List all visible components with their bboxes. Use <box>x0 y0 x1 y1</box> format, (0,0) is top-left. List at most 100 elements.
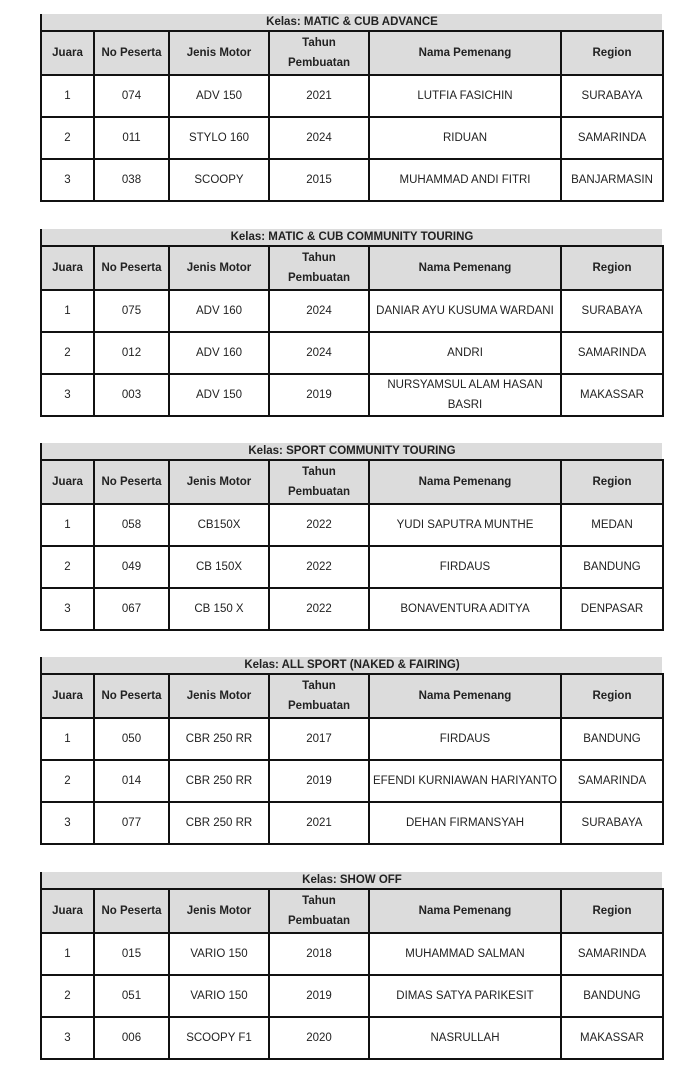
table-cell: BANDUNG <box>560 974 664 1018</box>
table-cell: 2021 <box>268 801 370 845</box>
table-cell: SAMARINDA <box>560 759 664 803</box>
table-cell: YUDI SAPUTRA MUNTHE <box>368 503 562 547</box>
table-cell: 1 <box>40 74 95 118</box>
table-cell: 2017 <box>268 717 370 761</box>
column-header: Jenis Motor <box>168 245 270 291</box>
table-cell: ADV 150 <box>168 373 270 417</box>
table-cell: FIRDAUS <box>368 545 562 589</box>
column-header: Jenis Motor <box>168 459 270 505</box>
class-title: Kelas: MATIC & CUB COMMUNITY TOURING <box>40 229 662 245</box>
table-cell: SURABAYA <box>560 74 664 118</box>
table-cell: MAKASSAR <box>560 373 664 417</box>
table-cell: 015 <box>93 932 170 976</box>
table-cell: 3 <box>40 587 95 631</box>
column-header: No Peserta <box>93 245 170 291</box>
column-header: Nama Pemenang <box>368 888 562 934</box>
column-header: Nama Pemenang <box>368 30 562 76</box>
table-cell: FIRDAUS <box>368 717 562 761</box>
table-cell: 050 <box>93 717 170 761</box>
table-row: 3 003 ADV 150 2019 NURSYAMSUL ALAM HASAN BAS… <box>40 373 664 417</box>
winners-table: Juara No Peserta Jenis Motor Tahun Pembuata… <box>40 245 664 417</box>
column-header: Nama Pemenang <box>368 673 562 719</box>
class-title: Kelas: MATIC & CUB ADVANCE <box>40 14 662 30</box>
column-header: Region <box>560 30 664 76</box>
table-cell: EFENDI KURNIAWAN HARIYANTO <box>368 759 562 803</box>
table-cell: ADV 160 <box>168 289 270 333</box>
table-cell: NURSYAMSUL ALAM HASAN BASRI <box>368 373 562 417</box>
table-cell: 1 <box>40 932 95 976</box>
table-cell: 012 <box>93 331 170 375</box>
column-header: Juara <box>40 673 95 719</box>
column-header: Jenis Motor <box>168 30 270 76</box>
table-cell: 049 <box>93 545 170 589</box>
table-cell: 2024 <box>268 116 370 160</box>
table-cell: CB 150X <box>168 545 270 589</box>
column-header: Tahun Pembuatan <box>268 245 370 291</box>
table-cell: 075 <box>93 289 170 333</box>
table-cell: VARIO 150 <box>168 932 270 976</box>
table-cell: DIMAS SATYA PARIKESIT <box>368 974 562 1018</box>
table-cell: 2020 <box>268 1016 370 1060</box>
table-row: 1 015 VARIO 150 2018 MUHAMMAD SALMAN SAMARIND… <box>40 932 664 976</box>
table-row: 2 012 ADV 160 2024 ANDRI SAMARINDA <box>40 331 664 375</box>
table-cell: MEDAN <box>560 503 664 547</box>
table-cell: BONAVENTURA ADITYA <box>368 587 562 631</box>
table-cell: 058 <box>93 503 170 547</box>
column-header: No Peserta <box>93 30 170 76</box>
table-cell: CBR 250 RR <box>168 801 270 845</box>
table-cell: MUHAMMAD ANDI FITRI <box>368 158 562 202</box>
class-title: Kelas: SPORT COMMUNITY TOURING <box>40 443 662 459</box>
table-cell: 2 <box>40 545 95 589</box>
column-header: No Peserta <box>93 459 170 505</box>
table-cell: 011 <box>93 116 170 160</box>
table-cell: DEHAN FIRMANSYAH <box>368 801 562 845</box>
column-header: Nama Pemenang <box>368 459 562 505</box>
table-cell: 2018 <box>268 932 370 976</box>
table-cell: MAKASSAR <box>560 1016 664 1060</box>
table-cell: 1 <box>40 717 95 761</box>
winners-table: Juara No Peserta Jenis Motor Tahun Pembuata… <box>40 673 664 845</box>
table-cell: LUTFIA FASICHIN <box>368 74 562 118</box>
column-header: Tahun Pembuatan <box>268 888 370 934</box>
column-header: Nama Pemenang <box>368 245 562 291</box>
table-row: 2 051 VARIO 150 2019 DIMAS SATYA PARIKESIT BA… <box>40 974 664 1018</box>
table-cell: STYLO 160 <box>168 116 270 160</box>
table-cell: 2019 <box>268 974 370 1018</box>
table-cell: BANDUNG <box>560 717 664 761</box>
table-cell: 2021 <box>268 74 370 118</box>
table-cell: 2024 <box>268 289 370 333</box>
table-cell: 2024 <box>268 331 370 375</box>
column-header: Tahun Pembuatan <box>268 459 370 505</box>
table-row: 1 074 ADV 150 2021 LUTFIA FASICHIN SURABAYA <box>40 74 664 118</box>
table-cell: 2022 <box>268 587 370 631</box>
column-header: Juara <box>40 245 95 291</box>
column-header: Tahun Pembuatan <box>268 30 370 76</box>
winners-table-block: Kelas: MATIC & CUB ADVANCE Juara No Pesert… <box>40 14 664 202</box>
winners-table-block: Kelas: MATIC & CUB COMMUNITY TOURING Juar… <box>40 229 664 417</box>
column-header: Region <box>560 673 664 719</box>
table-cell: DENPASAR <box>560 587 664 631</box>
winners-table: Juara No Peserta Jenis Motor Tahun Pembuata… <box>40 459 664 631</box>
table-row: 3 006 SCOOPY F1 2020 NASRULLAH MAKASSAR <box>40 1016 664 1060</box>
winners-table: Juara No Peserta Jenis Motor Tahun Pembuata… <box>40 30 664 202</box>
table-cell: 051 <box>93 974 170 1018</box>
table-cell: 3 <box>40 1016 95 1060</box>
table-cell: 038 <box>93 158 170 202</box>
winners-table: Juara No Peserta Jenis Motor Tahun Pembuata… <box>40 888 664 1060</box>
table-row: 2 011 STYLO 160 2024 RIDUAN SAMARINDA <box>40 116 664 160</box>
table-cell: DANIAR AYU KUSUMA WARDANI <box>368 289 562 333</box>
table-cell: CB 150 X <box>168 587 270 631</box>
class-title: Kelas: ALL SPORT (NAKED & FAIRING) <box>40 657 662 673</box>
column-header: Jenis Motor <box>168 888 270 934</box>
table-row: 3 038 SCOOPY 2015 MUHAMMAD ANDI FITRI BANJARM… <box>40 158 664 202</box>
table-cell: 067 <box>93 587 170 631</box>
column-header: Juara <box>40 888 95 934</box>
header-row: Juara No Peserta Jenis Motor Tahun Pembuata… <box>40 245 664 291</box>
table-cell: 077 <box>93 801 170 845</box>
column-header: Juara <box>40 30 95 76</box>
table-row: 3 077 CBR 250 RR 2021 DEHAN FIRMANSYAH SURABA… <box>40 801 664 845</box>
table-cell: SAMARINDA <box>560 116 664 160</box>
table-cell: SCOOPY <box>168 158 270 202</box>
table-cell: 2 <box>40 331 95 375</box>
column-header: No Peserta <box>93 888 170 934</box>
